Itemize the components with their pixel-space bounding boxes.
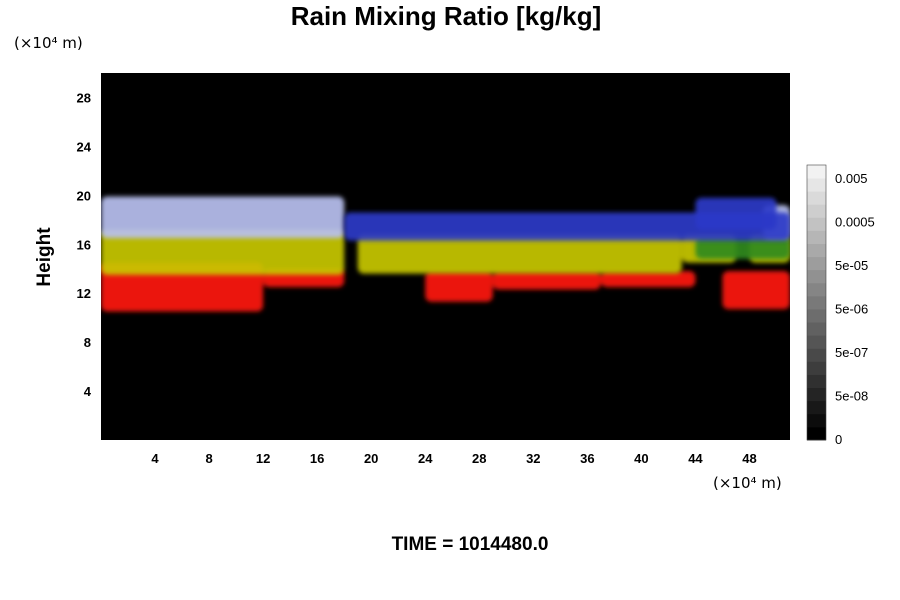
y-tick-label: 4: [84, 384, 92, 399]
x-tick-label: 36: [580, 451, 594, 466]
y-tick-label: 28: [77, 90, 91, 105]
colorbar-level: [807, 374, 826, 389]
colorbar: 0.005 0.0005 5e-05 5e-06 5e-07 5e-08 0: [806, 164, 875, 447]
y-tick-label: 12: [77, 286, 91, 301]
x-tick-label: 8: [205, 451, 212, 466]
chart-title: Rain Mixing Ratio [kg/kg]: [291, 1, 602, 31]
layer-3-segment-0: [101, 196, 345, 239]
x-tick-label: 44: [688, 451, 703, 466]
x-tick-label: 16: [310, 451, 324, 466]
x-axis-ticks: 4 8 12 16 20 24 28 32 36 40 44 48: [151, 451, 756, 466]
colorbar-level: [807, 204, 826, 218]
colorbar-level: [807, 165, 826, 179]
layer-4-segment-0: [344, 212, 790, 241]
y-axis-unit: (×10⁴ m): [14, 34, 83, 52]
x-tick-label: 28: [472, 451, 486, 466]
y-tick-label: 16: [77, 237, 91, 252]
colorbar-level: [807, 400, 826, 415]
layer-2: [695, 236, 790, 259]
colorbar-label: 5e-07: [835, 345, 868, 360]
y-axis-ticks: 4 8 12 16 20 24 28: [77, 90, 92, 399]
colorbar-label: 5e-08: [835, 389, 868, 404]
colorbar-frame: [806, 164, 827, 441]
layer-0-segment-3: [492, 271, 601, 290]
colorbar-level: [807, 178, 826, 192]
colorbar-level: [807, 295, 826, 310]
colorbar-level: [807, 387, 826, 402]
layer-1-segment-1: [357, 234, 682, 274]
layer-4: [344, 197, 790, 241]
layer-0-segment-4: [600, 271, 696, 288]
colorbar-label: 0.005: [835, 171, 868, 186]
colorbar-level: [807, 243, 826, 258]
colorbar-level: [807, 348, 826, 362]
colorbar-level: [807, 322, 826, 336]
layer-4-segment-1: [695, 197, 777, 230]
y-tick-label: 24: [77, 139, 92, 154]
y-tick-label: 8: [84, 335, 91, 350]
x-tick-label: 40: [634, 451, 648, 466]
y-axis-label: Height: [34, 227, 55, 287]
x-tick-label: 32: [526, 451, 540, 466]
colorbar-level: [807, 335, 826, 349]
colorbar-label: 0: [835, 432, 842, 447]
x-tick-label: 12: [256, 451, 270, 466]
colorbar-level: [807, 426, 826, 441]
colorbar-label: 5e-06: [835, 302, 868, 317]
y-tick-label: 20: [77, 188, 91, 203]
colorbar-level: [807, 217, 826, 231]
x-tick-label: 48: [742, 451, 756, 466]
colorbar-level: [807, 269, 826, 284]
colorbar-level: [807, 282, 826, 297]
x-axis-unit: (×10⁴ m): [713, 474, 782, 492]
x-tick-label: 20: [364, 451, 378, 466]
colorbar-level: [807, 309, 826, 323]
x-tick-label: 24: [418, 451, 433, 466]
x-tick-label: 4: [151, 451, 159, 466]
layer-1-segment-0: [101, 229, 345, 275]
layer-0-segment-5: [722, 271, 790, 310]
colorbar-level: [807, 361, 826, 375]
time-label: TIME = 1014480.0: [392, 534, 549, 555]
colorbar-level: [807, 256, 826, 271]
colorbar-level: [807, 230, 826, 244]
colorbar-level: [807, 191, 826, 205]
colorbar-level: [807, 413, 826, 428]
layer-2-segment-0: [695, 236, 790, 259]
field-layers: [101, 196, 790, 312]
layer-0-segment-2: [425, 271, 493, 302]
colorbar-label: 0.0005: [835, 215, 875, 230]
colorbar-label: 5e-05: [835, 258, 868, 273]
